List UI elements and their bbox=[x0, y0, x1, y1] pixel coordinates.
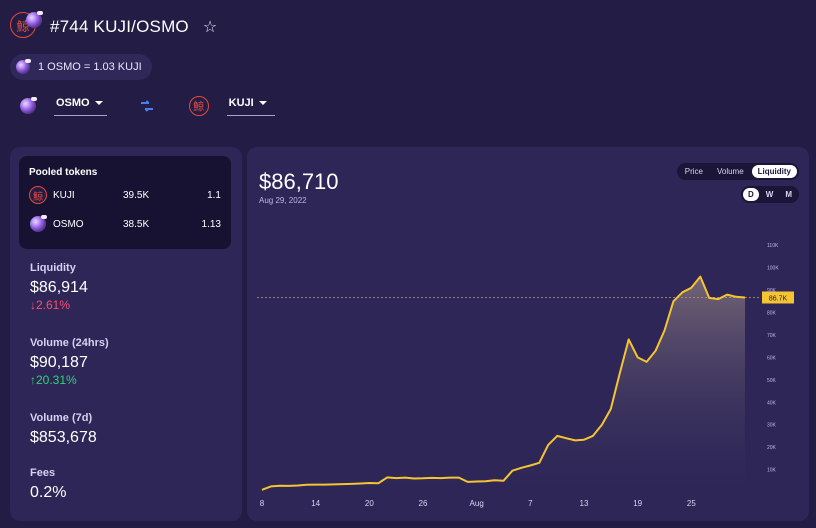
token-price: 1.13 bbox=[201, 218, 221, 230]
osmo-logo-icon bbox=[26, 11, 43, 28]
stat-value: $853,678 bbox=[30, 429, 97, 446]
y-tick-label: 100K bbox=[767, 266, 779, 272]
kuji-logo-icon: 鯨 bbox=[29, 186, 47, 204]
liquidity-line bbox=[261, 275, 746, 491]
volume-7d-stat: Volume (7d) $853,678 bbox=[30, 412, 97, 447]
caret-down-icon bbox=[258, 101, 267, 105]
liquidity-stat: Liquidity $86,914 ↓2.61% bbox=[30, 262, 88, 312]
y-tick-label: 10K bbox=[767, 468, 777, 474]
stat-label: Volume (7d) bbox=[30, 412, 93, 424]
pooled-tokens-title: Pooled tokens bbox=[29, 167, 98, 178]
x-tick-label: 7 bbox=[528, 499, 533, 508]
period-month[interactable]: M bbox=[785, 190, 792, 199]
stat-value: $86,914 bbox=[30, 279, 88, 296]
y-tick-label: 80K bbox=[767, 311, 777, 317]
x-tick-label: 19 bbox=[633, 499, 642, 508]
pool-stats-panel: Pooled tokens 鯨 KUJI 39.5K 1.1 OSMO 38.5… bbox=[10, 147, 242, 521]
from-token-label: OSMO bbox=[56, 97, 90, 109]
y-tick-label: 40K bbox=[767, 400, 777, 406]
tab-liquidity[interactable]: Liquidity bbox=[751, 165, 797, 178]
chart-panel: 86.7K 10K 20K 30K 40K 50K 60K 70K 80K 90K 100K 110K… bbox=[247, 147, 809, 521]
x-tick-label: 13 bbox=[580, 499, 589, 508]
x-tick-label: 8 bbox=[260, 499, 265, 508]
osmo-logo-icon bbox=[20, 96, 37, 114]
y-tick-label: 50K bbox=[767, 378, 777, 384]
x-tick-label: 25 bbox=[687, 499, 696, 508]
tab-price[interactable]: Price bbox=[684, 167, 703, 176]
swap-arrows-icon[interactable] bbox=[140, 99, 155, 112]
token-name: KUJI bbox=[53, 189, 75, 201]
y-tick-label: 60K bbox=[767, 355, 777, 361]
x-tick-label: 14 bbox=[311, 499, 320, 508]
caret-down-icon bbox=[94, 101, 103, 105]
y-tick-label: 30K bbox=[767, 423, 777, 429]
x-tick-label: 26 bbox=[419, 499, 428, 508]
current-value-label: 86.7K bbox=[769, 295, 788, 302]
from-token-selector: OSMO bbox=[20, 95, 107, 116]
token-amount: 39.5K bbox=[123, 189, 150, 201]
chart-type-tabs: Price Volume Liquidity bbox=[676, 163, 799, 180]
token-amount: 38.5K bbox=[123, 218, 150, 230]
fees-stat: Fees 0.2% bbox=[30, 467, 66, 502]
stat-value: $90,187 bbox=[30, 354, 88, 371]
y-tick-label: 20K bbox=[767, 445, 777, 451]
liquidity-chart[interactable]: 86.7K 10K 20K 30K 40K 50K 60K 70K 80K 90K 100K 110K… bbox=[247, 147, 809, 521]
to-token-dropdown[interactable]: KUJI bbox=[226, 95, 275, 116]
stat-label: Liquidity bbox=[30, 262, 76, 274]
stat-value: 0.2% bbox=[30, 484, 67, 501]
pool-header: 鯨 #744 KUJI/OSMO ☆ bbox=[10, 11, 218, 42]
tab-volume[interactable]: Volume bbox=[716, 167, 744, 176]
from-token-dropdown[interactable]: OSMO bbox=[54, 95, 107, 116]
stat-change-negative: ↓2.61% bbox=[30, 298, 71, 312]
stat-label: Volume (24hrs) bbox=[30, 337, 109, 349]
x-tick-label: 20 bbox=[365, 499, 374, 508]
kuji-logo-icon: 鯨 bbox=[188, 95, 209, 116]
osmo-logo-icon bbox=[30, 215, 47, 232]
y-tick-label: 110K bbox=[767, 243, 779, 249]
token-name: OSMO bbox=[53, 218, 84, 230]
exchange-rate-pill: 1 OSMO = 1.03 KUJI bbox=[10, 54, 152, 80]
pooled-token-row: 鯨 KUJI 39.5K 1.1 bbox=[29, 186, 221, 204]
pooled-tokens-card: Pooled tokens 鯨 KUJI 39.5K 1.1 OSMO 38.5… bbox=[19, 156, 231, 249]
to-token-selector: 鯨 KUJI bbox=[188, 95, 275, 116]
pair-icons: 鯨 bbox=[10, 11, 44, 42]
token-price: 1.1 bbox=[207, 189, 221, 201]
chart-current-value: $86,710 bbox=[259, 169, 339, 194]
period-week[interactable]: W bbox=[765, 190, 774, 199]
stat-change-positive: ↑20.31% bbox=[30, 373, 77, 387]
osmo-logo-icon bbox=[16, 59, 31, 74]
period-day[interactable]: D bbox=[742, 188, 759, 201]
chart-current-date: Aug 29, 2022 bbox=[259, 196, 307, 205]
y-tick-label: 90K bbox=[767, 288, 777, 294]
liquidity-area bbox=[262, 276, 745, 492]
stat-label: Fees bbox=[30, 467, 56, 479]
x-tick-label: Aug bbox=[470, 499, 484, 508]
exchange-rate-text: 1 OSMO = 1.03 KUJI bbox=[38, 61, 142, 73]
star-outline-icon[interactable]: ☆ bbox=[202, 19, 218, 36]
chart-period-tabs: D W M bbox=[740, 186, 799, 203]
to-token-label: KUJI bbox=[228, 97, 254, 109]
current-value-label-bg bbox=[762, 291, 794, 304]
token-selectors: OSMO 鯨 KUJI bbox=[20, 95, 275, 116]
pooled-token-row: OSMO 38.5K 1.13 bbox=[29, 215, 221, 232]
volume-24h-stat: Volume (24hrs) $90,187 ↑20.31% bbox=[30, 337, 109, 387]
y-tick-label: 70K bbox=[767, 333, 777, 339]
pool-title: #744 KUJI/OSMO bbox=[50, 17, 189, 36]
